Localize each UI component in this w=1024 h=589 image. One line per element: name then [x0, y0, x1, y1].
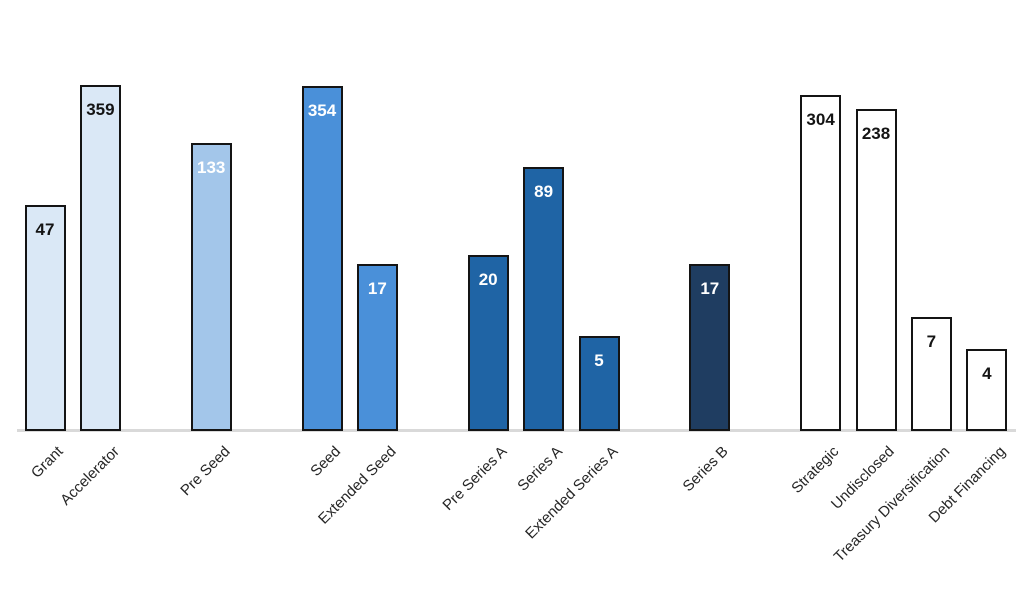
bar-value-label: 5	[594, 351, 604, 370]
bar-undisclosed: 238	[855, 109, 897, 431]
bar-series-b: 17	[689, 264, 731, 431]
bar-value-label: 238	[861, 124, 891, 143]
bar-value-label: 304	[806, 110, 835, 129]
bar-value-label: 7	[926, 332, 937, 351]
bar-value-label: 354	[307, 101, 337, 120]
x-axis-label-strategic: Strategic	[788, 443, 843, 497]
bar-value-label: 359	[86, 100, 115, 119]
bar-value-label: 20	[478, 270, 498, 289]
bar-value-label: 17	[700, 279, 720, 298]
bar-strategic: 304	[800, 95, 842, 431]
x-axis-label-grant: Grant	[28, 443, 68, 482]
bar-accelerator: 359	[79, 85, 121, 431]
bar-pre-series-a: 20	[467, 255, 509, 431]
x-axis-label-seed: Seed	[307, 443, 345, 480]
bar-value-label: 47	[35, 220, 55, 239]
x-axis-label-series-b: Series B	[679, 443, 732, 496]
bar-value-label: 17	[367, 279, 387, 298]
bar-value-label: 4	[982, 364, 992, 383]
x-axis-label-extended-series-a: Extended Series A	[521, 443, 622, 543]
x-axis-label-accelerator: Accelerator	[56, 443, 123, 509]
x-axis-label-pre-series-a: Pre Series A	[439, 443, 511, 514]
bar-series-a: 89	[523, 167, 565, 431]
bar-debt-financing: 4	[966, 349, 1008, 431]
bar-treasury-diversification: 7	[910, 317, 952, 431]
bar-extended-series-a: 5	[578, 336, 620, 431]
x-axis-label-pre-seed: Pre Seed	[176, 443, 234, 500]
bar-seed: 354	[301, 86, 343, 431]
x-axis-line	[17, 429, 1016, 432]
bar-pre-seed: 133	[190, 143, 232, 431]
bar-grant: 47	[24, 205, 66, 431]
bar-extended-seed: 17	[356, 264, 398, 431]
bar-value-label: 89	[534, 182, 554, 201]
bar-value-label: 133	[197, 158, 226, 177]
x-axis-label-series-a: Series A	[514, 443, 566, 495]
